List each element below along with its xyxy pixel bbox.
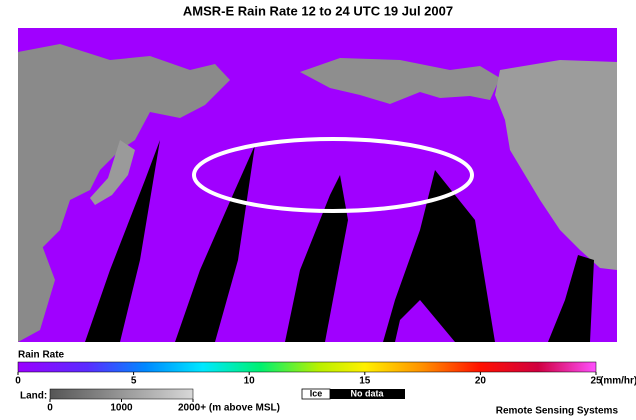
rain-tick-label: 15	[359, 376, 371, 387]
no-data-label: No data	[350, 388, 384, 398]
map	[18, 28, 617, 342]
rain-tick-label: 20	[475, 376, 487, 387]
rain-tick-label: 0	[15, 376, 21, 387]
rain-tick-label: 25	[590, 376, 602, 387]
alaska	[300, 58, 500, 104]
no-data-swatch	[330, 389, 405, 399]
land-tick-label: 0	[47, 403, 53, 414]
rain-scale-label: Rain Rate	[18, 350, 65, 361]
asia	[18, 44, 230, 310]
highlight-ellipse	[192, 137, 474, 213]
rain-unit: (mm/hr)	[600, 376, 636, 387]
japan	[90, 140, 135, 205]
ice-label: Ice	[310, 388, 323, 398]
rain-colorbar	[17, 361, 597, 373]
arctic	[18, 28, 617, 46]
swaths	[85, 140, 594, 342]
land-tick-label: 1000	[110, 403, 133, 414]
north-america	[495, 60, 617, 270]
rain-tick-label: 10	[244, 376, 256, 387]
rain-tick-label: 5	[131, 376, 137, 387]
southeast-asia	[18, 240, 55, 342]
credit: Remote Sensing Systems	[496, 406, 619, 417]
title: AMSR-E Rain Rate 12 to 24 UTC 19 Jul 200…	[183, 3, 453, 18]
land-scale-label: Land:	[20, 391, 47, 402]
land-tick-label: 2000+ (m above MSL)	[178, 403, 280, 414]
land-colorbar	[49, 388, 194, 400]
